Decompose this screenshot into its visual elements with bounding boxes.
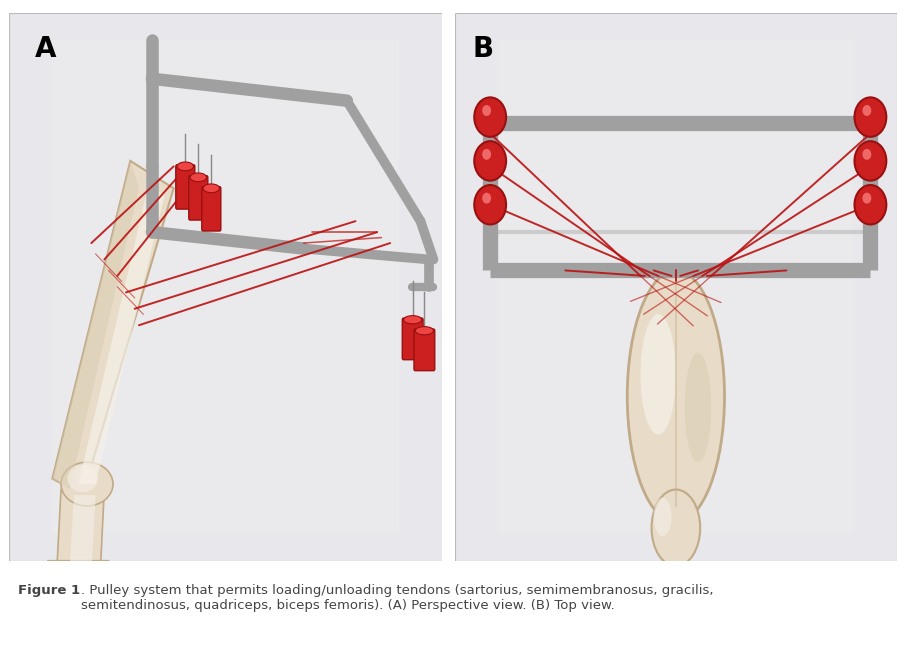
Ellipse shape <box>627 271 725 522</box>
Polygon shape <box>43 561 109 593</box>
Text: A: A <box>35 35 56 63</box>
FancyBboxPatch shape <box>188 175 207 220</box>
Ellipse shape <box>654 559 698 573</box>
Circle shape <box>482 193 491 203</box>
Circle shape <box>482 105 491 116</box>
Ellipse shape <box>403 316 422 324</box>
Circle shape <box>474 185 506 224</box>
Circle shape <box>863 193 872 203</box>
Polygon shape <box>57 490 104 577</box>
Ellipse shape <box>190 173 207 182</box>
Ellipse shape <box>685 353 711 462</box>
FancyBboxPatch shape <box>202 186 221 231</box>
Ellipse shape <box>203 184 219 193</box>
Bar <box>53 40 399 533</box>
FancyBboxPatch shape <box>402 318 423 360</box>
Circle shape <box>854 185 886 224</box>
Text: Figure 1: Figure 1 <box>18 584 81 597</box>
Ellipse shape <box>651 490 700 566</box>
Ellipse shape <box>177 162 194 171</box>
Polygon shape <box>53 161 139 490</box>
Circle shape <box>854 141 886 181</box>
Ellipse shape <box>654 497 671 536</box>
Circle shape <box>482 149 491 160</box>
Ellipse shape <box>61 462 113 506</box>
FancyBboxPatch shape <box>176 165 195 209</box>
Circle shape <box>863 149 872 160</box>
Polygon shape <box>70 495 96 572</box>
Polygon shape <box>78 188 165 484</box>
Ellipse shape <box>415 327 433 335</box>
Bar <box>499 40 853 533</box>
FancyBboxPatch shape <box>414 329 435 371</box>
Ellipse shape <box>39 585 118 602</box>
Text: B: B <box>473 35 494 63</box>
Circle shape <box>474 97 506 137</box>
Ellipse shape <box>641 314 676 435</box>
Circle shape <box>474 141 506 181</box>
Text: . Pulley system that permits loading/unloading tendons (sartorius, semimembranos: . Pulley system that permits loading/unl… <box>81 584 713 612</box>
Ellipse shape <box>68 465 98 492</box>
Circle shape <box>863 105 872 116</box>
Polygon shape <box>53 161 174 495</box>
Circle shape <box>854 97 886 137</box>
